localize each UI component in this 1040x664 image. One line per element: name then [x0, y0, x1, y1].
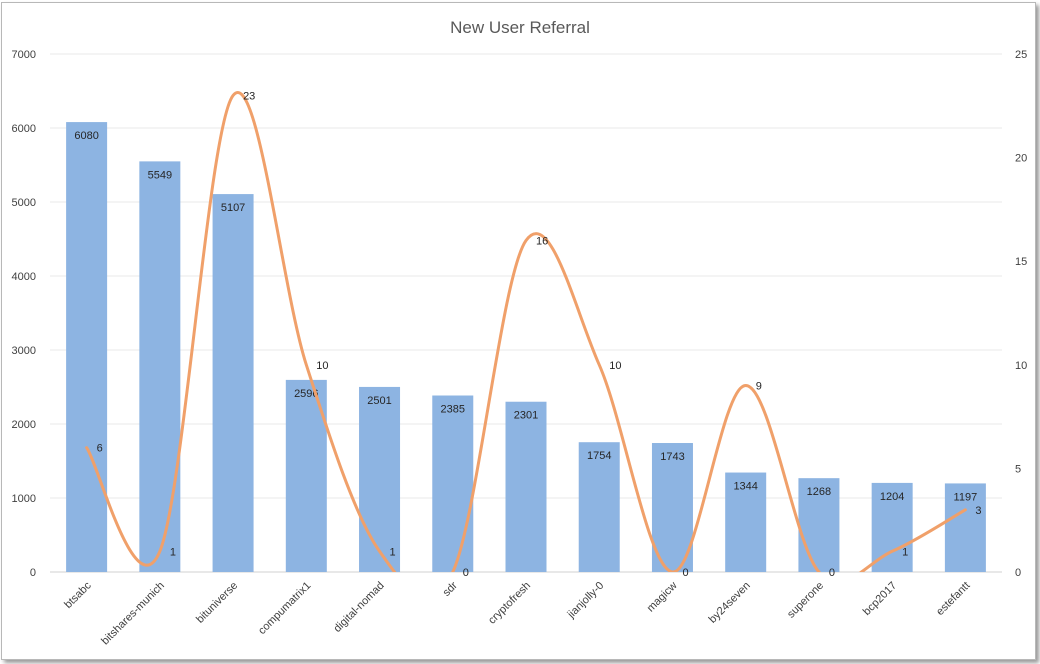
y-axis-right: 0 5 10 15 20 25: [1015, 49, 1027, 579]
x-category-label: sdr: [441, 579, 461, 599]
bar-value-label: 1197: [954, 491, 978, 503]
bar: [212, 194, 254, 572]
y-left-tick-label: 4000: [12, 271, 36, 283]
bar: [578, 442, 620, 572]
bar: [798, 478, 840, 572]
x-category-label: estefantt: [934, 580, 972, 618]
line-value-label: 1: [390, 546, 396, 558]
bar-value-label: 2385: [441, 404, 465, 416]
line-value-label: 0: [463, 567, 469, 579]
bar-value-label: 5107: [221, 202, 245, 214]
y-left-tick-label: 6000: [12, 123, 36, 135]
bar-value-label: 2596: [294, 388, 318, 400]
y-right-tick-label: 15: [1015, 256, 1027, 268]
y-right-tick-label: 0: [1015, 567, 1021, 579]
x-category-label: btsabc: [62, 579, 94, 611]
line-value-label: 9: [756, 381, 762, 393]
line-value-label: 1: [902, 546, 908, 558]
line-path: [85, 91, 967, 572]
x-category-label: bcp2017: [861, 580, 899, 618]
line-value-label: 1: [170, 546, 176, 558]
bar: [944, 483, 986, 572]
line-value-label: 10: [609, 360, 621, 372]
bar-value-label: 2501: [367, 395, 391, 407]
x-category-label: cryptofresh: [486, 580, 533, 627]
bar-value-label: 5549: [148, 169, 172, 181]
bar: [359, 386, 401, 572]
x-category-label: bituniverse: [194, 580, 240, 626]
y-left-tick-label: 3000: [12, 345, 36, 357]
x-category-label: compumatrix1: [256, 580, 313, 637]
y-left-tick-label: 7000: [12, 49, 36, 61]
bar: [505, 401, 547, 572]
line-value-label: 16: [536, 235, 548, 247]
y-left-tick-label: 5000: [12, 197, 36, 209]
bar: [725, 472, 767, 572]
x-category-label: magicw: [645, 580, 680, 615]
y-left-tick-label: 2000: [12, 419, 36, 431]
x-axis-categories: btsabc bitshares-munich bituniverse compuma…: [62, 579, 972, 647]
y-left-tick-label: 1000: [12, 493, 36, 505]
line-value-label: 6: [97, 443, 103, 455]
y-right-tick-label: 10: [1015, 360, 1027, 372]
line-value-label: 10: [316, 360, 328, 372]
x-category-label: by24seven: [707, 580, 753, 626]
bar: [871, 482, 913, 572]
referral-chart: New User Referral 0100020003000400050006…: [12, 18, 1028, 647]
line-value-label: 3: [975, 505, 981, 517]
x-category-label: bitshares-munich: [99, 580, 167, 648]
x-category-label: jianjolly-0: [565, 580, 607, 622]
bar: [285, 379, 327, 572]
bar: [66, 122, 108, 572]
bar: [651, 443, 693, 572]
bar-value-label: 1754: [587, 450, 611, 462]
x-category-label: digital-nomad: [331, 580, 386, 635]
bar-value-label: 1268: [807, 486, 831, 498]
bar-series: 6080 5549 5107 2596 2501 2385 2301 1754 1743 1344…: [66, 122, 986, 572]
y-right-tick-label: 5: [1015, 463, 1021, 475]
bar-value-label: 1743: [660, 451, 684, 463]
line-value-label: 0: [682, 567, 688, 579]
bar-value-label: 1344: [733, 481, 757, 493]
bar: [139, 161, 181, 572]
bar-value-label: 1204: [880, 491, 904, 503]
y-axis-left: 0 1000 2000 3000 4000 5000 6000 7000: [12, 49, 36, 579]
x-category-label: superone: [785, 580, 826, 621]
bar-value-label: 6080: [74, 130, 98, 142]
bar-value-label: 2301: [514, 410, 538, 422]
y-left-tick-label: 0: [30, 567, 36, 579]
bar: [432, 395, 474, 572]
line-value-label: 0: [829, 567, 835, 579]
y-right-tick-label: 20: [1015, 153, 1027, 165]
y-right-tick-label: 25: [1015, 49, 1027, 61]
chart-title: New User Referral: [450, 18, 590, 37]
line-value-label: 23: [243, 90, 255, 102]
